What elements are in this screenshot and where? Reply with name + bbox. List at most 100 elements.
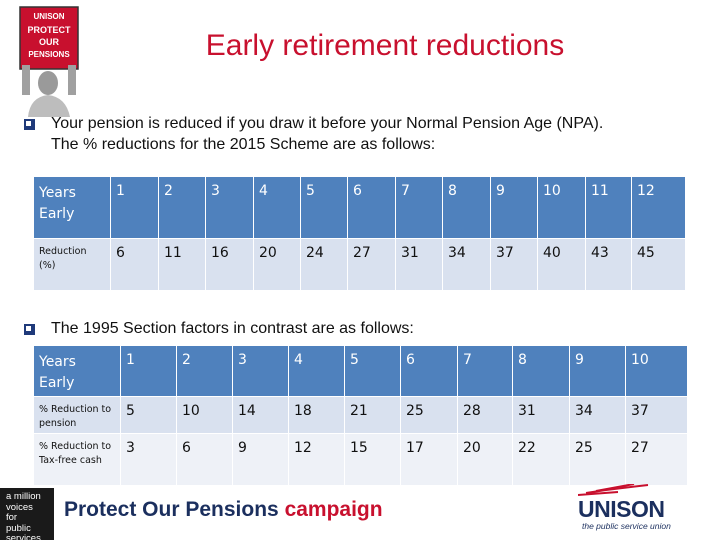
row-label-line-2: Tax-free cash bbox=[39, 455, 102, 466]
header-label-line-2: Early bbox=[39, 206, 75, 222]
table-cell: 20 bbox=[457, 433, 513, 486]
table-cell: 34 bbox=[442, 238, 491, 291]
badge-line: public bbox=[6, 522, 31, 534]
badge-line: a million bbox=[6, 491, 41, 502]
header-cell: 5 bbox=[300, 176, 348, 239]
table-cell: 40 bbox=[537, 238, 586, 291]
table-cell: 11 bbox=[158, 238, 206, 291]
header-cell: 3 bbox=[232, 345, 289, 397]
badge-line: for bbox=[6, 512, 18, 523]
header-cell: 10 bbox=[625, 345, 688, 397]
table-cell: 25 bbox=[569, 433, 626, 486]
unison-tagline: the public service union bbox=[582, 521, 671, 531]
bullet-2 bbox=[24, 322, 35, 340]
row-label-line-1: % Reduction to bbox=[39, 441, 112, 452]
table-cell: 17 bbox=[400, 433, 458, 486]
table-cell: 45 bbox=[631, 238, 686, 291]
header-label-line-2: Early bbox=[39, 375, 75, 391]
table-cell: 34 bbox=[569, 396, 626, 434]
table-cell: 3 bbox=[120, 433, 177, 486]
bullet-1-line-1: Your pension is reduced if you draw it b… bbox=[51, 115, 604, 132]
bullet-2-text: The 1995 Section factors in contrast are… bbox=[51, 320, 414, 337]
hollow-square-bullet-icon bbox=[24, 324, 35, 335]
table-2015-scheme: Years Early 1 2 3 4 5 6 7 8 9 10 11 12 Re… bbox=[33, 176, 686, 291]
table-1995-header-row: Years Early 1 2 3 4 5 6 7 8 9 10 bbox=[33, 345, 688, 397]
header-cell: 7 bbox=[395, 176, 443, 239]
slide-title: Early retirement reductions bbox=[205, 29, 565, 62]
table-cell: 6 bbox=[110, 238, 159, 291]
table-cell: 16 bbox=[205, 238, 254, 291]
bullet-1-line-2: The % reductions for the 2015 Scheme are… bbox=[51, 136, 436, 153]
table-cell: 18 bbox=[288, 396, 345, 434]
header-cell: 2 bbox=[158, 176, 206, 239]
header-cell: 5 bbox=[344, 345, 401, 397]
reduction-label: Reduction (%) bbox=[33, 238, 111, 291]
campaign-accent-text: campaign bbox=[284, 498, 383, 521]
sign-text-1: UNISON bbox=[33, 12, 64, 21]
header-label-line-1: Years bbox=[39, 185, 76, 201]
header-cell: 1 bbox=[120, 345, 177, 397]
header-cell: 9 bbox=[569, 345, 626, 397]
pension-reduction-label: % Reduction to pension bbox=[33, 396, 121, 434]
taxfree-reduction-label: % Reduction to Tax-free cash bbox=[33, 433, 121, 486]
table-cell: 24 bbox=[300, 238, 348, 291]
table-cell: 37 bbox=[625, 396, 688, 434]
table-cell: 9 bbox=[232, 433, 289, 486]
header-cell: 12 bbox=[631, 176, 686, 239]
table-cell: 37 bbox=[490, 238, 538, 291]
header-cell: 4 bbox=[253, 176, 301, 239]
table-2015-reduction-row: Reduction (%) 6 11 16 20 24 27 31 34 37 4… bbox=[33, 238, 686, 291]
table-1995-pension-row: % Reduction to pension 5 10 14 18 21 25 2… bbox=[33, 396, 688, 434]
table-cell: 27 bbox=[347, 238, 396, 291]
header-cell: 8 bbox=[512, 345, 570, 397]
header-cell: 6 bbox=[347, 176, 396, 239]
header-label-line-1: Years bbox=[39, 354, 76, 370]
table-1995-taxfree-row: % Reduction to Tax-free cash 3 6 9 12 15 … bbox=[33, 433, 688, 486]
bullet-1 bbox=[24, 117, 35, 135]
campaign-photo: UNISON PROTECT OUR PENSIONS bbox=[19, 6, 79, 117]
table-cell: 10 bbox=[176, 396, 233, 434]
years-early-label: Years Early bbox=[33, 176, 111, 239]
table-cell: 15 bbox=[344, 433, 401, 486]
header-cell: 11 bbox=[585, 176, 632, 239]
table-cell: 25 bbox=[400, 396, 458, 434]
header-cell: 4 bbox=[288, 345, 345, 397]
table-cell: 14 bbox=[232, 396, 289, 434]
header-cell: 2 bbox=[176, 345, 233, 397]
unison-logo: UNISON bbox=[578, 496, 665, 522]
sign-text-4: PENSIONS bbox=[28, 50, 70, 59]
campaign-logo-text: Protect Our Pensions campaign bbox=[64, 498, 383, 522]
header-cell: 8 bbox=[442, 176, 491, 239]
unison-logo-icon bbox=[578, 484, 649, 496]
header-cell: 9 bbox=[490, 176, 538, 239]
table-cell: 43 bbox=[585, 238, 632, 291]
table-cell: 20 bbox=[253, 238, 301, 291]
table-2015-header-row: Years Early 1 2 3 4 5 6 7 8 9 10 11 12 bbox=[33, 176, 686, 239]
campaign-text: Protect Our Pensions bbox=[64, 498, 285, 521]
table-cell: 5 bbox=[120, 396, 177, 434]
table-cell: 27 bbox=[625, 433, 688, 486]
sign-text-3: OUR bbox=[39, 37, 60, 47]
table-cell: 12 bbox=[288, 433, 345, 486]
sign-text-2: PROTECT bbox=[27, 25, 71, 35]
row-label-line-1: Reduction bbox=[39, 246, 87, 257]
header-cell: 6 bbox=[400, 345, 458, 397]
row-label-line-1: % Reduction to bbox=[39, 404, 112, 415]
table-cell: 22 bbox=[512, 433, 570, 486]
years-early-label: Years Early bbox=[33, 345, 121, 397]
table-cell: 31 bbox=[395, 238, 443, 291]
badge-line: services bbox=[6, 533, 41, 544]
table-cell: 21 bbox=[344, 396, 401, 434]
hollow-square-bullet-icon bbox=[24, 119, 35, 130]
row-label-line-2: (%) bbox=[39, 260, 56, 271]
header-cell: 1 bbox=[110, 176, 159, 239]
badge-line: voices bbox=[6, 501, 33, 513]
table-1995-section: Years Early 1 2 3 4 5 6 7 8 9 10 % Reduct… bbox=[33, 345, 688, 486]
table-cell: 28 bbox=[457, 396, 513, 434]
table-cell: 6 bbox=[176, 433, 233, 486]
row-label-line-2: pension bbox=[39, 418, 77, 429]
header-cell: 3 bbox=[205, 176, 254, 239]
table-cell: 31 bbox=[512, 396, 570, 434]
header-cell: 7 bbox=[457, 345, 513, 397]
header-cell: 10 bbox=[537, 176, 586, 239]
